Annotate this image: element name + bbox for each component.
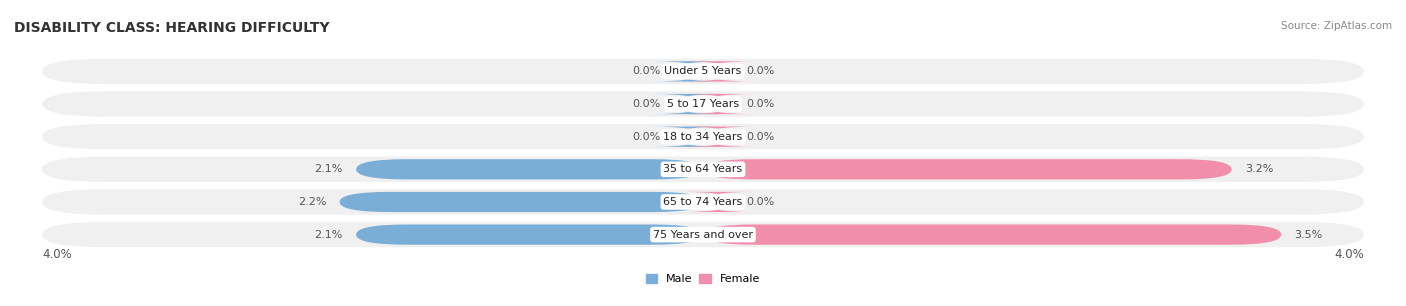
Text: 0.0%: 0.0% xyxy=(747,197,775,207)
Text: 2.1%: 2.1% xyxy=(315,230,343,240)
FancyBboxPatch shape xyxy=(356,225,703,245)
Legend: Male, Female: Male, Female xyxy=(641,269,765,289)
FancyBboxPatch shape xyxy=(652,61,724,81)
Text: 0.0%: 0.0% xyxy=(631,99,659,109)
FancyBboxPatch shape xyxy=(42,91,1364,117)
FancyBboxPatch shape xyxy=(42,59,1364,84)
Text: 3.5%: 3.5% xyxy=(1295,230,1323,240)
Text: 0.0%: 0.0% xyxy=(747,99,775,109)
Text: DISABILITY CLASS: HEARING DIFFICULTY: DISABILITY CLASS: HEARING DIFFICULTY xyxy=(14,21,329,35)
Text: 4.0%: 4.0% xyxy=(42,248,72,261)
FancyBboxPatch shape xyxy=(339,192,703,212)
FancyBboxPatch shape xyxy=(682,94,754,114)
Text: 65 to 74 Years: 65 to 74 Years xyxy=(664,197,742,207)
Text: 0.0%: 0.0% xyxy=(631,66,659,76)
Text: 5 to 17 Years: 5 to 17 Years xyxy=(666,99,740,109)
FancyBboxPatch shape xyxy=(682,192,754,212)
Text: Source: ZipAtlas.com: Source: ZipAtlas.com xyxy=(1281,21,1392,32)
Text: 0.0%: 0.0% xyxy=(747,66,775,76)
FancyBboxPatch shape xyxy=(703,159,1232,179)
Text: 0.0%: 0.0% xyxy=(747,132,775,142)
Text: 35 to 64 Years: 35 to 64 Years xyxy=(664,164,742,174)
FancyBboxPatch shape xyxy=(652,127,724,147)
Text: 2.1%: 2.1% xyxy=(315,164,343,174)
Text: Under 5 Years: Under 5 Years xyxy=(665,66,741,76)
FancyBboxPatch shape xyxy=(356,159,703,179)
Text: 3.2%: 3.2% xyxy=(1244,164,1274,174)
FancyBboxPatch shape xyxy=(652,94,724,114)
Text: 0.0%: 0.0% xyxy=(631,132,659,142)
FancyBboxPatch shape xyxy=(682,61,754,81)
Text: 4.0%: 4.0% xyxy=(1334,248,1364,261)
FancyBboxPatch shape xyxy=(42,157,1364,182)
FancyBboxPatch shape xyxy=(42,189,1364,215)
FancyBboxPatch shape xyxy=(682,127,754,147)
FancyBboxPatch shape xyxy=(42,124,1364,149)
Text: 2.2%: 2.2% xyxy=(298,197,326,207)
FancyBboxPatch shape xyxy=(703,225,1281,245)
Text: 75 Years and over: 75 Years and over xyxy=(652,230,754,240)
FancyBboxPatch shape xyxy=(42,222,1364,247)
Text: 18 to 34 Years: 18 to 34 Years xyxy=(664,132,742,142)
